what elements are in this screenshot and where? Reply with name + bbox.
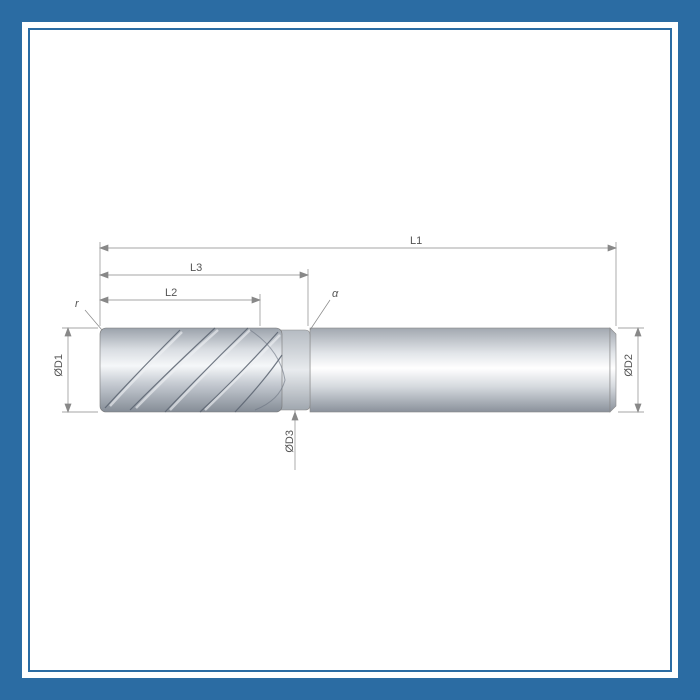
outer-frame: L1 L3 L2 ØD1 ØD2 ØD3 r α xyxy=(0,0,700,700)
technical-drawing-svg xyxy=(30,30,670,670)
neck xyxy=(280,330,310,410)
inner-frame: L1 L3 L2 ØD1 ØD2 ØD3 r α xyxy=(28,28,672,672)
label-alpha: α xyxy=(332,288,338,300)
label-L2: L2 xyxy=(165,287,177,299)
shank-chamfer xyxy=(610,328,616,412)
label-r: r xyxy=(75,298,79,310)
label-L1: L1 xyxy=(410,235,422,247)
label-D3: ØD3 xyxy=(284,430,296,453)
label-D2: ØD2 xyxy=(623,354,635,377)
label-L3: L3 xyxy=(190,262,202,274)
flute-body xyxy=(100,328,282,412)
label-D1: ØD1 xyxy=(53,354,65,377)
shank xyxy=(310,328,610,412)
